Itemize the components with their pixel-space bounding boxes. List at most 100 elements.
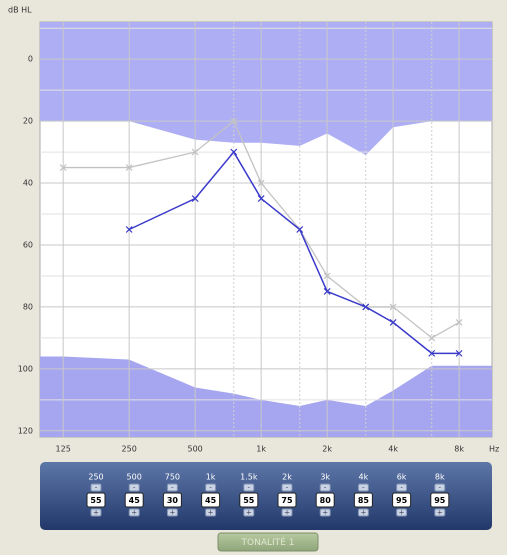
tonality-button-text[interactable]: TONALITÉ 1 xyxy=(241,536,295,548)
value-text: 55 xyxy=(243,496,255,505)
plus-button-text[interactable]: + xyxy=(208,509,214,517)
y-tick-label: 80 xyxy=(23,302,33,311)
point-marker xyxy=(455,349,463,357)
y-axis-label: dB HL xyxy=(8,6,32,15)
minus-button[interactable] xyxy=(357,483,369,492)
panel-frequency-label: 1.5k xyxy=(240,473,258,482)
plus-button-text[interactable]: + xyxy=(360,509,366,517)
plus-button-text[interactable]: + xyxy=(169,509,175,517)
value-text: 45 xyxy=(205,496,217,505)
x-tick-label: 125 xyxy=(56,445,71,454)
point-marker xyxy=(389,318,397,326)
value-box xyxy=(201,492,221,508)
plus-button-text[interactable]: + xyxy=(284,509,290,517)
point-marker xyxy=(455,318,463,326)
plus-button-text[interactable]: + xyxy=(399,509,405,517)
plus-button[interactable] xyxy=(128,508,140,517)
y-tick-label: 20 xyxy=(23,117,33,126)
point-marker xyxy=(323,272,331,280)
panel-frequency-label: 1k xyxy=(206,473,216,482)
point-marker xyxy=(191,195,199,202)
minus-button-text[interactable]: - xyxy=(248,484,251,492)
y-tick-label: 0 xyxy=(28,55,33,64)
threshold-band xyxy=(40,22,492,156)
value-box xyxy=(239,492,259,508)
x-tick-label: 250 xyxy=(122,445,137,454)
panel-frequency-label: 500 xyxy=(127,473,142,482)
plus-button-text[interactable]: + xyxy=(131,509,137,517)
plus-button[interactable] xyxy=(90,508,102,517)
point-marker xyxy=(389,303,397,311)
y-tick-label: 40 xyxy=(23,179,33,188)
value-text: 95 xyxy=(434,496,446,505)
x-axis-label: Hz xyxy=(489,445,499,454)
point-marker xyxy=(230,148,238,156)
panel-frequency-label: 8k xyxy=(435,473,445,482)
value-box xyxy=(430,492,450,508)
point-marker xyxy=(230,117,238,125)
point-marker xyxy=(125,226,133,233)
value-text: 45 xyxy=(129,496,141,505)
plus-button[interactable] xyxy=(243,508,255,517)
plus-button[interactable] xyxy=(281,508,293,517)
minus-button-text[interactable]: - xyxy=(171,484,174,492)
value-text: 75 xyxy=(281,496,293,505)
point-marker xyxy=(125,164,133,171)
value-box xyxy=(124,492,144,508)
minus-button[interactable] xyxy=(396,483,408,492)
minus-button[interactable] xyxy=(205,483,217,492)
panel-frequency-label: 6k xyxy=(397,473,407,482)
minus-button-text[interactable]: - xyxy=(209,484,212,492)
plus-button[interactable] xyxy=(434,508,446,517)
plus-button-text[interactable]: + xyxy=(322,509,328,517)
point-marker xyxy=(296,226,304,233)
plus-button-text[interactable]: + xyxy=(437,509,443,517)
threshold-band xyxy=(40,356,492,437)
minus-button-text[interactable]: - xyxy=(362,484,365,492)
plus-button[interactable] xyxy=(357,508,369,517)
minus-button[interactable] xyxy=(128,483,140,492)
panel-frequency-label: 3k xyxy=(320,473,330,482)
tonality-button[interactable] xyxy=(217,532,319,552)
x-tick-label: 1k xyxy=(256,445,266,454)
minus-button[interactable] xyxy=(166,483,178,492)
panel-frequency-label: 2k xyxy=(282,473,292,482)
control-panel xyxy=(40,462,492,530)
plus-button[interactable] xyxy=(166,508,178,517)
plus-button-text[interactable]: + xyxy=(93,509,99,517)
minus-button[interactable] xyxy=(281,483,293,492)
minus-button[interactable] xyxy=(243,483,255,492)
minus-button-text[interactable]: - xyxy=(286,484,289,492)
point-marker xyxy=(362,303,370,311)
x-tick-label: 2k xyxy=(322,445,332,454)
point-marker xyxy=(428,349,436,357)
minus-button-text[interactable]: - xyxy=(439,484,442,492)
series-line xyxy=(128,150,460,355)
plus-button[interactable] xyxy=(205,508,217,517)
minus-button[interactable] xyxy=(319,483,331,492)
minus-button[interactable] xyxy=(90,483,102,492)
minus-button-text[interactable]: - xyxy=(95,484,98,492)
point-marker xyxy=(428,334,436,342)
minus-button-text[interactable]: - xyxy=(400,484,403,492)
value-text: 95 xyxy=(396,496,408,505)
point-marker xyxy=(191,148,199,156)
plus-button-text[interactable]: + xyxy=(246,509,252,517)
value-box xyxy=(353,492,373,508)
minus-button[interactable] xyxy=(434,483,446,492)
value-box xyxy=(86,492,106,508)
value-text: 30 xyxy=(167,496,179,505)
point-marker xyxy=(59,164,67,171)
value-box xyxy=(315,492,335,508)
point-marker xyxy=(323,288,331,295)
point-marker xyxy=(257,179,265,187)
minus-button-text[interactable]: - xyxy=(133,484,136,492)
value-text: 55 xyxy=(90,496,102,505)
plus-button[interactable] xyxy=(396,508,408,517)
minus-button-text[interactable]: - xyxy=(324,484,327,492)
value-box xyxy=(277,492,297,508)
panel-frequency-label: 4k xyxy=(359,473,369,482)
plus-button[interactable] xyxy=(319,508,331,517)
